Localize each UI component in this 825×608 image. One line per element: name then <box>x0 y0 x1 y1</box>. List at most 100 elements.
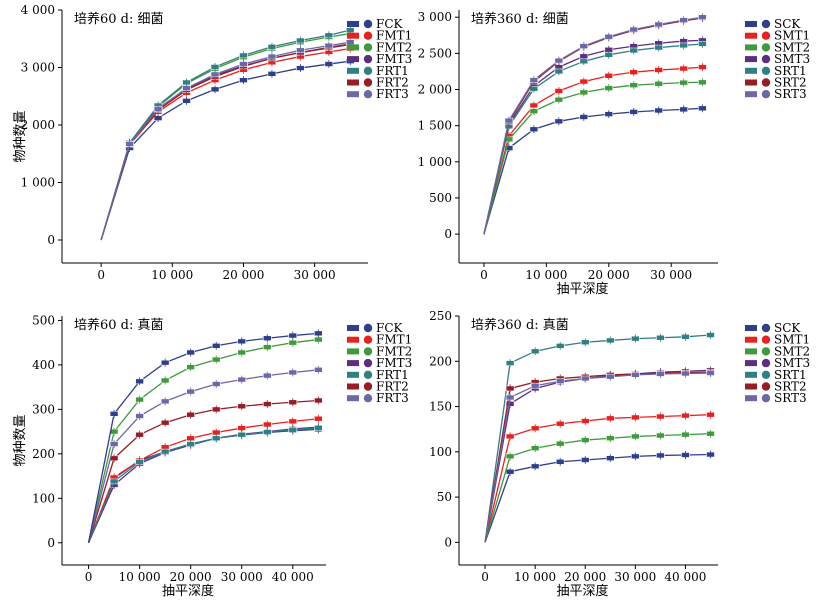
legend-label-fck: FCK <box>376 321 404 335</box>
x-tick-label: 0 <box>85 570 93 584</box>
series-line-srt3 <box>483 16 703 235</box>
y-tick-label: 100 <box>429 445 452 459</box>
legend-label-smt1: SMT1 <box>774 333 810 347</box>
legend-marker <box>761 90 771 99</box>
legend-label-srt1: SRT1 <box>774 368 807 382</box>
x-tick-label: 40 000 <box>272 570 314 584</box>
legend-label-sck: SCK <box>774 321 801 335</box>
series-line-fck <box>87 428 319 544</box>
legend-marker <box>761 31 771 40</box>
series-line-srt2 <box>483 17 703 235</box>
legend-marker <box>761 19 771 29</box>
series-line-fck <box>100 60 351 241</box>
legend-swatch <box>347 383 359 390</box>
legend-swatch <box>347 371 359 378</box>
legend-swatch <box>745 336 757 343</box>
y-tick-label: 50 <box>437 490 452 504</box>
legend-swatch <box>347 79 359 86</box>
legend-label-frt2: FRT2 <box>376 76 409 90</box>
legend-marker <box>363 335 373 344</box>
panel-2: 0 500 1 000 1 500 2 000 2 500 3 000 0 10 000 20 0… <box>418 10 810 297</box>
x-tick-label: 30 000 <box>221 570 263 584</box>
x-tick-label: 20 000 <box>170 570 212 584</box>
legend-swatch <box>347 21 359 27</box>
legend-swatch <box>745 79 757 86</box>
legend-label-smt3: SMT3 <box>774 356 810 370</box>
y-tick-label: 150 <box>429 400 452 414</box>
legend-marker <box>363 54 373 64</box>
legend-label-frt1: FRT1 <box>376 368 409 382</box>
y-tick-label: 4 000 <box>21 3 55 17</box>
legend-marker <box>363 323 373 333</box>
series-line-smt2 <box>484 433 711 543</box>
legend-marker <box>761 66 771 76</box>
y-tick-label: 100 <box>32 491 55 505</box>
legend-marker <box>761 394 771 403</box>
x-tick-label: 40 000 <box>664 570 706 584</box>
legend-swatch <box>347 360 359 367</box>
legend-marker <box>761 43 771 52</box>
legend-label-frt2: FRT2 <box>376 380 409 394</box>
legend-marker <box>363 358 373 368</box>
y-tick-label: 3 000 <box>418 10 452 24</box>
series-line-fmt2 <box>100 32 351 241</box>
panel-title: 培养360 d: 细菌 <box>471 11 569 27</box>
legend-label-fmt3: FMT3 <box>376 356 412 370</box>
legend-swatch <box>745 383 757 390</box>
legend-marker <box>363 19 373 29</box>
legend-label-frt3: FRT3 <box>376 391 409 405</box>
y-tick-label: 300 <box>32 402 55 416</box>
x-tick-label: 0 <box>480 268 488 282</box>
legend-swatch <box>745 21 757 27</box>
legend-label-smt1: SMT1 <box>774 29 810 43</box>
y-tick-label: 500 <box>429 191 452 205</box>
legend-marker <box>363 66 373 76</box>
y-tick-label: 0 <box>47 233 55 247</box>
x-tick-label: 0 <box>97 268 105 282</box>
legend-label-fmt2: FMT2 <box>376 40 412 54</box>
legend-marker <box>761 54 771 64</box>
panel-title: 培养60 d: 真菌 <box>74 317 164 333</box>
legend-swatch <box>745 395 757 402</box>
series-line-sck <box>483 107 703 235</box>
x-tick-label: 30 000 <box>614 570 656 584</box>
series-line-srt1 <box>484 334 711 543</box>
y-tick-label: 2 000 <box>21 118 55 132</box>
legend-swatch <box>347 325 359 331</box>
panel-1: 0 1 000 2 000 3 000 4 000 0 10 000 20 000 30 000… <box>13 3 412 282</box>
legend-label-frt3: FRT3 <box>376 87 409 101</box>
legend-label-smt3: SMT3 <box>774 52 810 66</box>
panel-title: 培养360 d: 真菌 <box>471 317 569 333</box>
x-tick-label: 20 000 <box>564 570 606 584</box>
x-tick-label: 20 000 <box>588 268 630 282</box>
y-axis-label: 物种数量 <box>13 414 28 466</box>
series-line-frt3 <box>87 369 319 543</box>
legend-marker <box>761 335 771 344</box>
y-tick-label: 1 500 <box>418 119 452 133</box>
legend-marker <box>363 370 373 379</box>
series-line-frt2 <box>87 399 319 543</box>
x-tick-label: 30 000 <box>650 268 692 282</box>
legend-marker <box>363 31 373 40</box>
legend-marker <box>761 358 771 368</box>
series-line-frt1 <box>87 427 319 544</box>
legend-swatch <box>347 56 359 63</box>
y-tick-label: 250 <box>429 309 452 323</box>
legend-label-frt1: FRT1 <box>376 64 409 78</box>
legend-swatch <box>347 67 359 74</box>
legend-swatch <box>745 67 757 74</box>
legend-label-srt3: SRT3 <box>774 87 807 101</box>
legend-swatch <box>347 44 359 51</box>
legend-label-srt2: SRT2 <box>774 76 807 90</box>
legend-swatch <box>745 91 757 98</box>
legend-marker <box>761 370 771 379</box>
x-tick-label: 10 000 <box>119 570 161 584</box>
series-line-smt1 <box>484 414 711 543</box>
y-tick-label: 3 000 <box>21 61 55 75</box>
legend-marker <box>363 90 373 99</box>
series-line-fmt2 <box>87 338 319 543</box>
series-line-frt2 <box>100 43 351 241</box>
legend-label-srt3: SRT3 <box>774 391 807 405</box>
